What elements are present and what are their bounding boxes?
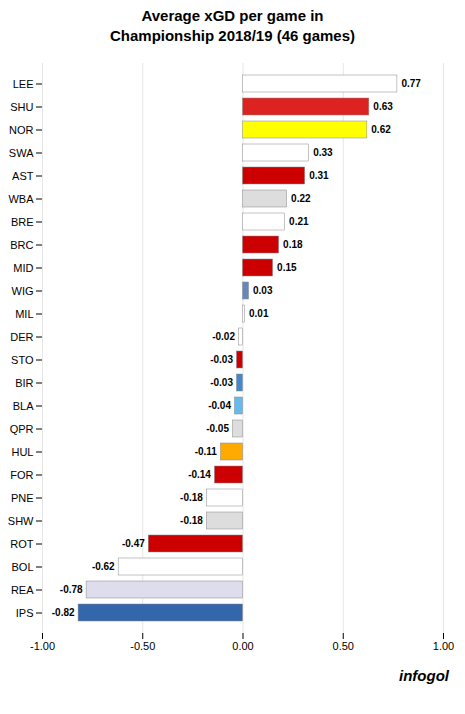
- svg-text:0.77: 0.77: [401, 78, 421, 89]
- svg-text:-0.04: -0.04: [208, 400, 231, 411]
- svg-text:BIR: BIR: [15, 376, 33, 388]
- svg-text:-0.82: -0.82: [52, 607, 75, 618]
- svg-text:ROT: ROT: [10, 537, 34, 549]
- svg-text:0.63: 0.63: [373, 101, 393, 112]
- svg-text:SHW: SHW: [8, 514, 34, 526]
- svg-text:BRE: BRE: [11, 215, 34, 227]
- svg-text:1.00: 1.00: [433, 640, 454, 652]
- svg-text:IPS: IPS: [16, 606, 34, 618]
- svg-text:BRC: BRC: [10, 238, 33, 250]
- svg-text:-0.62: -0.62: [92, 561, 115, 572]
- svg-text:MID: MID: [13, 261, 33, 273]
- svg-text:0.31: 0.31: [309, 170, 329, 181]
- svg-text:STO: STO: [11, 353, 34, 365]
- svg-text:-1.00: -1.00: [30, 640, 55, 652]
- svg-text:HUL: HUL: [11, 445, 33, 457]
- svg-text:0.15: 0.15: [277, 262, 297, 273]
- svg-text:0.18: 0.18: [283, 239, 303, 250]
- svg-text:QPR: QPR: [10, 422, 34, 434]
- svg-text:BOL: BOL: [11, 560, 33, 572]
- html-text:infogol: infogol: [399, 666, 449, 684]
- svg-text:PNE: PNE: [11, 491, 34, 503]
- svg-text:-0.18: -0.18: [180, 515, 203, 526]
- svg-text:FOR: FOR: [10, 468, 33, 480]
- svg-text:-0.47: -0.47: [122, 538, 145, 549]
- svg-text:WIG: WIG: [12, 284, 34, 296]
- svg-text:-0.11: -0.11: [195, 446, 218, 457]
- svg-text:REA: REA: [11, 583, 34, 595]
- svg-text:BLA: BLA: [13, 399, 34, 411]
- svg-text:0.62: 0.62: [371, 124, 391, 135]
- svg-text:-0.03: -0.03: [210, 377, 233, 388]
- svg-text:WBA: WBA: [8, 192, 34, 204]
- svg-text:-0.78: -0.78: [60, 584, 83, 595]
- svg-text:-0.03: -0.03: [210, 354, 233, 365]
- svg-text:DER: DER: [10, 330, 33, 342]
- svg-text:SHU: SHU: [10, 100, 33, 112]
- svg-text:NOR: NOR: [9, 123, 34, 135]
- svg-text:0.22: 0.22: [291, 193, 311, 204]
- html-text:Average xGD per game in Champi: Average xGD per game in Championship 201…: [110, 7, 355, 45]
- svg-text:0.03: 0.03: [253, 285, 273, 296]
- svg-text:0.21: 0.21: [289, 216, 309, 227]
- svg-text:-0.50: -0.50: [130, 640, 155, 652]
- svg-text:0.00: 0.00: [232, 640, 253, 652]
- svg-text:-0.18: -0.18: [180, 492, 203, 503]
- svg-text:0.01: 0.01: [249, 308, 269, 319]
- svg-text:0.33: 0.33: [313, 147, 333, 158]
- svg-text:MIL: MIL: [15, 307, 33, 319]
- svg-text:-0.05: -0.05: [206, 423, 229, 434]
- svg-text:-0.02: -0.02: [212, 331, 235, 342]
- svg-text:AST: AST: [12, 169, 34, 181]
- svg-text:0.50: 0.50: [333, 640, 354, 652]
- svg-text:LEE: LEE: [13, 77, 34, 89]
- svg-text:SWA: SWA: [9, 146, 34, 158]
- svg-text:-0.14: -0.14: [188, 469, 211, 480]
